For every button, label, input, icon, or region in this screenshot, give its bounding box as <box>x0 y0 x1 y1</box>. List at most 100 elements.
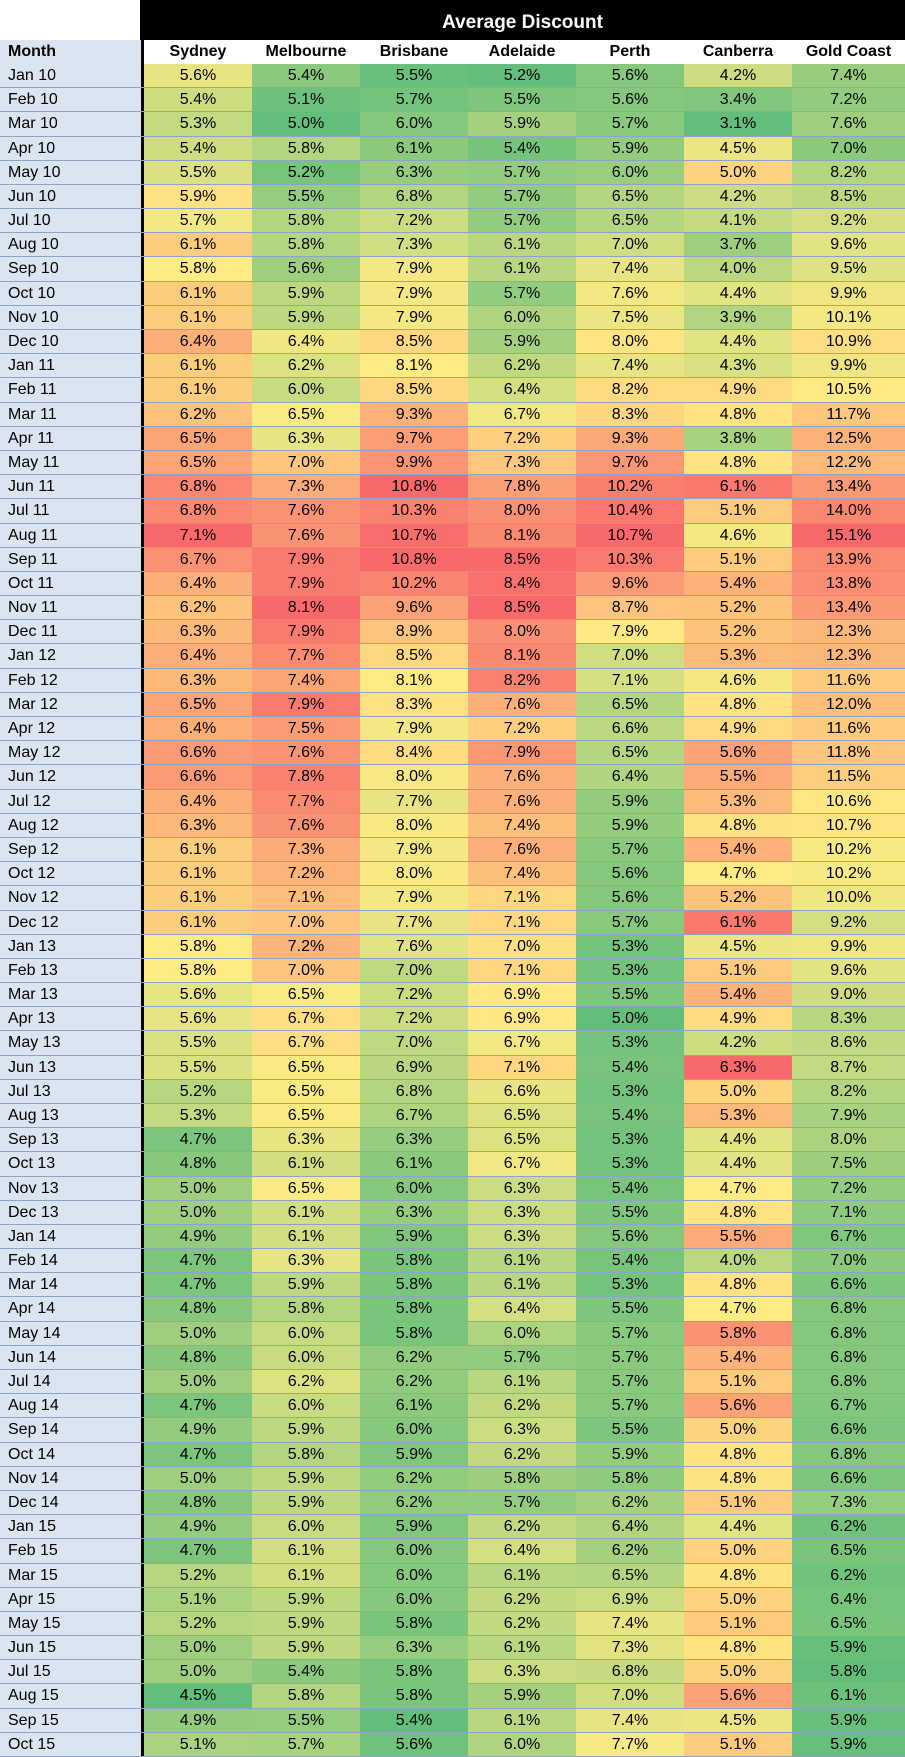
discount-cell: 5.7% <box>468 185 576 208</box>
discount-cell: 5.1% <box>144 1588 252 1611</box>
discount-cell: 4.6% <box>684 669 792 692</box>
month-cell: Oct 15 <box>0 1733 144 1756</box>
discount-cell: 4.7% <box>144 1273 252 1296</box>
discount-cell: 4.8% <box>684 1636 792 1659</box>
discount-cell: 10.3% <box>576 548 684 571</box>
discount-cell: 4.8% <box>684 1201 792 1224</box>
discount-cell: 7.0% <box>252 959 360 982</box>
discount-cell: 7.0% <box>792 137 905 160</box>
discount-cell: 4.9% <box>144 1709 252 1732</box>
discount-cell: 10.3% <box>360 499 468 523</box>
discount-cell: 8.2% <box>792 161 905 184</box>
discount-cell: 6.7% <box>468 1031 576 1055</box>
month-cell: Jan 12 <box>0 644 144 668</box>
discount-cell: 4.0% <box>684 1249 792 1272</box>
discount-cell: 6.1% <box>252 1225 360 1248</box>
discount-cell: 9.6% <box>360 596 468 619</box>
discount-cell: 6.8% <box>576 1660 684 1683</box>
discount-cell: 6.7% <box>468 1152 576 1176</box>
discount-cell: 5.1% <box>252 88 360 111</box>
discount-cell: 8.0% <box>468 620 576 643</box>
discount-cell: 6.5% <box>144 693 252 716</box>
discount-cell: 5.1% <box>144 1733 252 1756</box>
discount-cell: 6.5% <box>252 403 360 426</box>
discount-cell: 7.9% <box>252 693 360 716</box>
discount-cell: 4.8% <box>684 814 792 837</box>
table-row: Oct 11 6.4% 7.9% 10.2% 8.4% 9.6% 5.4% 13.8% <box>0 572 905 596</box>
discount-cell: 9.9% <box>792 935 905 958</box>
table-row: Apr 14 4.8% 5.8% 5.8% 6.4% 5.5% 4.7% 6.8% <box>0 1297 905 1322</box>
discount-cell: 6.0% <box>468 1733 576 1756</box>
discount-cell: 7.1% <box>792 1201 905 1224</box>
discount-cell: 5.3% <box>576 935 684 958</box>
discount-cell: 5.9% <box>252 1467 360 1490</box>
discount-cell: 6.0% <box>252 1346 360 1369</box>
discount-cell: 7.9% <box>360 282 468 305</box>
table-row: Sep 11 6.7% 7.9% 10.8% 8.5% 10.3% 5.1% 13.9% <box>0 548 905 572</box>
discount-cell: 5.0% <box>144 1636 252 1659</box>
month-cell: Jul 13 <box>0 1080 144 1103</box>
table-row: Apr 10 5.4% 5.8% 6.1% 5.4% 5.9% 4.5% 7.0% <box>0 137 905 161</box>
discount-cell: 7.6% <box>468 765 576 789</box>
discount-cell: 5.7% <box>468 161 576 184</box>
month-cell: Mar 11 <box>0 403 144 426</box>
discount-cell: 13.8% <box>792 572 905 595</box>
discount-cell: 7.9% <box>360 257 468 281</box>
discount-cell: 7.3% <box>252 475 360 498</box>
discount-cell: 7.0% <box>468 935 576 958</box>
table-row: Feb 15 4.7% 6.1% 6.0% 6.4% 6.2% 5.0% 6.5% <box>0 1539 905 1564</box>
month-cell: Jan 14 <box>0 1225 144 1248</box>
discount-cell: 13.4% <box>792 596 905 619</box>
discount-cell: 7.9% <box>360 717 468 740</box>
discount-cell: 6.3% <box>468 1418 576 1442</box>
discount-cell: 5.4% <box>684 1346 792 1369</box>
discount-cell: 7.1% <box>252 886 360 910</box>
table-row: Nov 14 5.0% 5.9% 6.2% 5.8% 5.8% 4.8% 6.6% <box>0 1467 905 1491</box>
table-title: Average Discount <box>442 12 603 33</box>
table-row: Feb 11 6.1% 6.0% 8.5% 6.4% 8.2% 4.9% 10.5% <box>0 378 905 403</box>
discount-cell: 7.7% <box>252 644 360 668</box>
discount-cell: 5.3% <box>144 112 252 136</box>
month-cell: Sep 13 <box>0 1128 144 1151</box>
discount-cell: 5.2% <box>144 1564 252 1587</box>
table-row: Nov 12 6.1% 7.1% 7.9% 7.1% 5.6% 5.2% 10.0% <box>0 886 905 911</box>
month-cell: Feb 11 <box>0 378 144 402</box>
discount-cell: 6.2% <box>360 1370 468 1393</box>
discount-cell: 4.8% <box>684 1564 792 1587</box>
table-row: Oct 15 5.1% 5.7% 5.6% 6.0% 7.7% 5.1% 5.9% <box>0 1733 905 1757</box>
discount-cell: 9.9% <box>792 354 905 377</box>
table-row: Jul 15 5.0% 5.4% 5.8% 6.3% 6.8% 5.0% 5.8% <box>0 1660 905 1684</box>
discount-cell: 5.4% <box>576 1056 684 1079</box>
discount-cell: 4.7% <box>684 1297 792 1321</box>
month-cell: Nov 12 <box>0 886 144 910</box>
month-cell: Aug 13 <box>0 1104 144 1127</box>
table-row: Mar 15 5.2% 6.1% 6.0% 6.1% 6.5% 4.8% 6.2% <box>0 1564 905 1588</box>
discount-cell: 6.4% <box>144 644 252 668</box>
discount-cell: 7.2% <box>792 88 905 111</box>
discount-cell: 8.5% <box>468 548 576 571</box>
discount-cell: 7.9% <box>360 306 468 329</box>
discount-cell: 6.0% <box>360 1418 468 1442</box>
month-cell: Jul 11 <box>0 499 144 523</box>
discount-cell: 11.8% <box>792 741 905 764</box>
discount-cell: 5.8% <box>360 1297 468 1321</box>
discount-cell: 4.2% <box>684 64 792 87</box>
discount-cell: 5.2% <box>684 886 792 910</box>
discount-cell: 6.2% <box>252 354 360 377</box>
discount-cell: 5.5% <box>468 88 576 111</box>
discount-cell: 6.9% <box>360 1056 468 1079</box>
discount-cell: 6.2% <box>468 1515 576 1538</box>
discount-cell: 10.7% <box>792 814 905 837</box>
table-row: Mar 10 5.3% 5.0% 6.0% 5.9% 5.7% 3.1% 7.6% <box>0 112 905 137</box>
discount-cell: 7.1% <box>144 524 252 547</box>
discount-cell: 6.2% <box>792 1515 905 1538</box>
discount-cell: 10.2% <box>360 572 468 595</box>
discount-cell: 5.5% <box>576 1418 684 1442</box>
discount-cell: 6.5% <box>252 1056 360 1079</box>
discount-cell: 6.3% <box>360 1201 468 1224</box>
discount-cell: 7.6% <box>576 282 684 305</box>
discount-cell: 5.5% <box>144 1056 252 1079</box>
table-row: Aug 10 6.1% 5.8% 7.3% 6.1% 7.0% 3.7% 9.6% <box>0 233 905 257</box>
discount-cell: 4.9% <box>144 1515 252 1538</box>
discount-cell: 12.5% <box>792 427 905 450</box>
